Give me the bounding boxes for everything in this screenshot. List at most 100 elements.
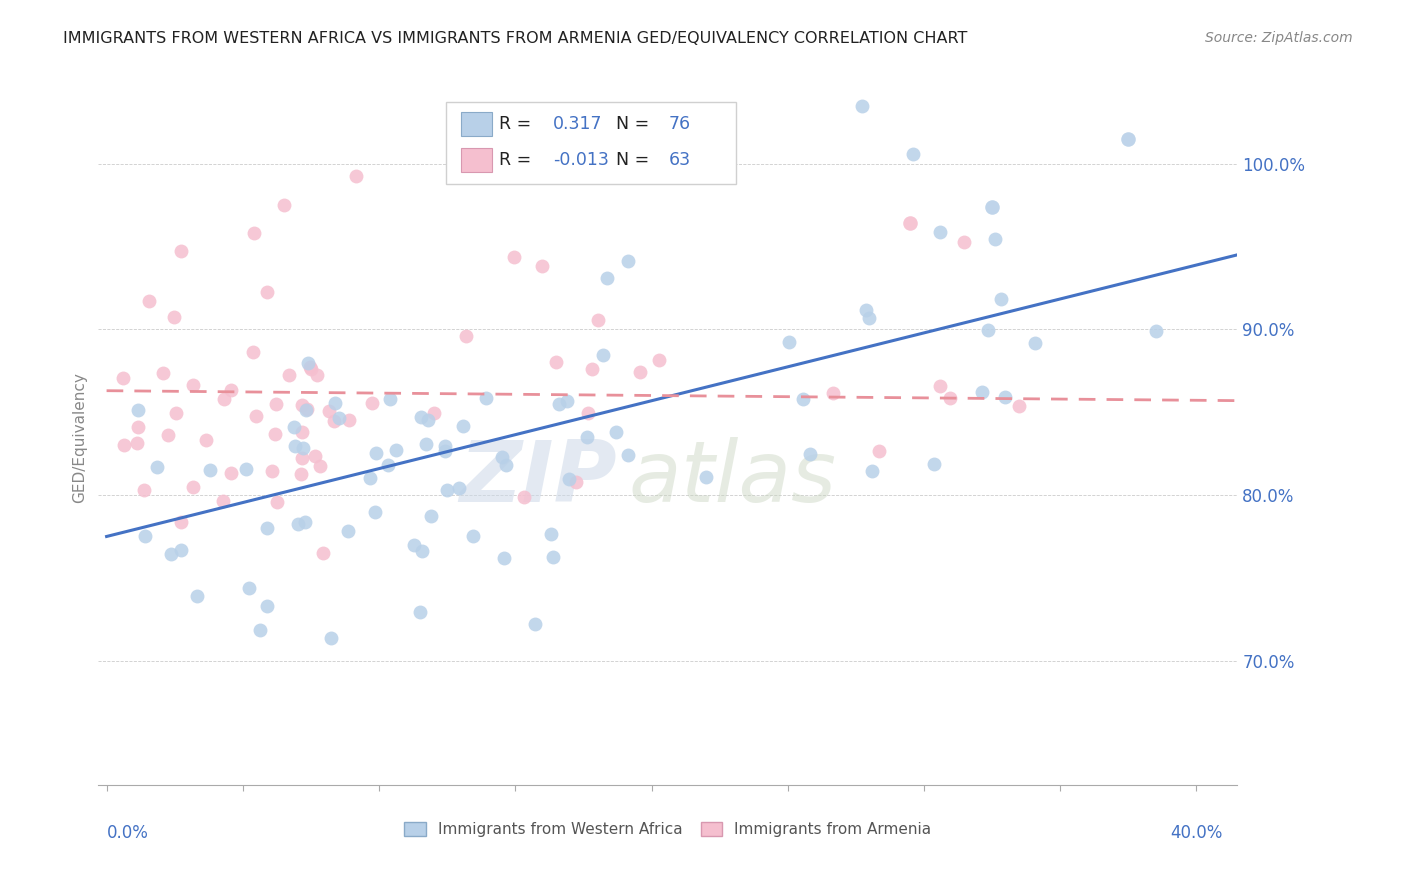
Point (277, 368, 299, 383)
Point (449, 481, 471, 495)
Point (952, 235, 974, 250)
Point (307, 368, 329, 383)
Point (495, 458, 517, 473)
Point (821, 386, 844, 401)
Point (157, 428, 180, 442)
Point (855, 302, 877, 317)
Point (972, 385, 994, 400)
Point (328, 410, 350, 425)
Point (384, 443, 406, 458)
Point (1008, 399, 1031, 413)
Y-axis label: GED/Equivalency: GED/Equivalency (72, 372, 87, 502)
Point (295, 402, 318, 417)
Point (605, 425, 627, 439)
Point (377, 458, 399, 472)
Point (860, 464, 883, 478)
Point (540, 527, 562, 541)
Point (165, 406, 187, 420)
Point (581, 361, 603, 376)
Point (325, 396, 347, 410)
Point (475, 391, 498, 405)
Point (170, 543, 193, 558)
Point (138, 294, 160, 309)
Text: atlas: atlas (628, 437, 837, 520)
Point (1146, 324, 1168, 338)
Point (423, 406, 446, 420)
Point (195, 434, 218, 448)
Point (294, 515, 316, 529)
Point (434, 438, 457, 452)
Point (586, 312, 609, 326)
Point (983, 232, 1005, 246)
Point (492, 551, 515, 566)
Point (256, 285, 278, 300)
Point (249, 623, 271, 637)
Point (555, 393, 578, 408)
Point (287, 516, 309, 531)
Point (170, 244, 193, 259)
Point (264, 397, 287, 411)
Point (901, 146, 924, 161)
Point (1024, 336, 1046, 351)
Point (415, 437, 437, 451)
Point (291, 425, 314, 439)
Point (318, 404, 340, 418)
Text: 76: 76 (669, 115, 692, 133)
Point (336, 524, 359, 538)
Point (366, 446, 388, 460)
Point (434, 444, 457, 458)
Point (993, 390, 1015, 404)
Text: -0.013: -0.013 (553, 151, 609, 169)
Point (260, 464, 283, 478)
Point (198, 463, 221, 477)
Text: 40.0%: 40.0% (1170, 824, 1223, 842)
Point (219, 383, 242, 397)
Text: 0.317: 0.317 (553, 115, 602, 133)
Point (291, 450, 314, 465)
Point (548, 397, 571, 411)
Point (127, 403, 149, 417)
Point (530, 259, 553, 273)
Point (378, 392, 401, 406)
Point (111, 370, 134, 384)
Point (299, 359, 322, 374)
Point (181, 480, 204, 494)
Point (263, 426, 285, 441)
Point (212, 392, 235, 406)
Point (319, 631, 342, 645)
Point (211, 493, 233, 508)
Point (245, 409, 267, 424)
Point (617, 253, 640, 268)
Point (792, 392, 814, 406)
Point (799, 447, 821, 461)
Point (235, 462, 257, 476)
Text: N =: N = (605, 115, 655, 133)
Point (242, 344, 264, 359)
Point (513, 490, 536, 504)
Point (544, 355, 567, 369)
Bar (446, 102, 737, 184)
Point (523, 617, 546, 632)
Point (238, 581, 260, 595)
Point (323, 414, 346, 428)
Point (273, 197, 295, 211)
Point (242, 227, 264, 241)
Point (436, 483, 458, 498)
Point (181, 377, 204, 392)
Legend: Immigrants from Western Africa, Immigrants from Armenia: Immigrants from Western Africa, Immigran… (398, 815, 938, 844)
Text: R =: R = (499, 115, 537, 133)
Point (360, 396, 382, 410)
Point (146, 459, 169, 474)
Point (127, 435, 149, 450)
Point (294, 403, 316, 417)
Point (617, 448, 640, 462)
Point (363, 506, 385, 520)
Text: Source: ZipAtlas.com: Source: ZipAtlas.com (1205, 31, 1353, 45)
Text: R =: R = (499, 151, 537, 169)
Point (312, 546, 335, 560)
Bar (461, 112, 492, 136)
Point (266, 494, 288, 508)
Point (299, 362, 322, 376)
Point (416, 413, 439, 427)
Point (344, 169, 367, 184)
